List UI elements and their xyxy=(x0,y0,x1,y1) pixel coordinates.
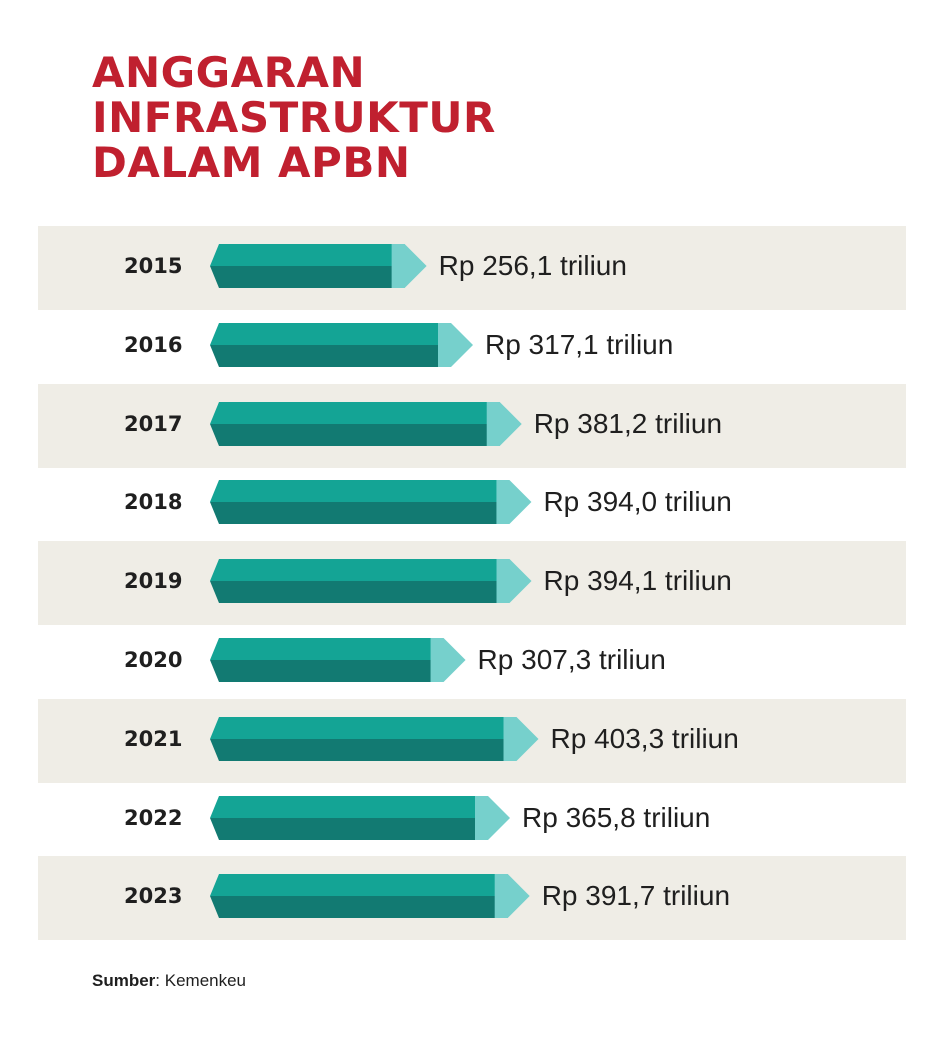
bar xyxy=(210,322,473,367)
bar-top-face xyxy=(210,322,451,345)
year-label: 2020 xyxy=(124,648,183,672)
bar xyxy=(210,716,539,761)
bar xyxy=(210,559,532,604)
bar-tip xyxy=(486,401,522,446)
bar-bottom-face xyxy=(210,502,510,525)
year-label: 2021 xyxy=(124,726,183,751)
bar-bottom-face xyxy=(210,738,517,761)
bar-top-face xyxy=(210,480,510,503)
year-label: 2023 xyxy=(124,884,183,909)
bar xyxy=(210,480,532,525)
bar-bottom-face xyxy=(210,266,405,288)
year-label: 2017 xyxy=(124,411,183,436)
value-label: Rp 391,7 triliun xyxy=(541,880,731,912)
bar-top-face xyxy=(210,638,444,660)
bar-top-face xyxy=(210,716,517,739)
bar xyxy=(210,401,522,446)
value-label: Rp 394,0 triliun xyxy=(543,486,732,518)
bar-bottom-face xyxy=(210,817,489,840)
bar-tip xyxy=(496,480,532,525)
title-line-2: INFRASTRUKTUR xyxy=(92,93,496,142)
bar-tip xyxy=(475,795,511,840)
bar-tip xyxy=(430,638,466,682)
bar-tip xyxy=(503,716,539,761)
bar-tip xyxy=(494,874,530,919)
value-label: Rp 403,3 triliun xyxy=(550,722,739,754)
value-label: Rp 365,8 triliun xyxy=(522,801,711,833)
bar xyxy=(210,244,427,288)
bar xyxy=(210,638,466,682)
source-note: Sumber: Kemenkeu xyxy=(92,971,246,991)
year-label: 2015 xyxy=(124,254,183,278)
bar-top-face xyxy=(210,559,510,582)
source-label: Sumber xyxy=(92,971,156,990)
bar xyxy=(210,795,511,840)
value-label: Rp 381,2 triliun xyxy=(533,407,723,439)
row-band xyxy=(38,226,906,310)
bar-top-face xyxy=(210,795,489,818)
bar-bottom-face xyxy=(210,344,451,367)
bar-tip xyxy=(496,559,532,604)
bar-tip xyxy=(437,322,473,367)
chart-title: ANGGARAN INFRASTRUKTUR DALAM APBN xyxy=(92,50,612,185)
title-line-1: ANGGARAN xyxy=(92,48,366,97)
value-label: Rp 394,1 triliun xyxy=(543,565,732,597)
bar-top-face xyxy=(210,244,405,266)
bar-bottom-face xyxy=(210,896,508,919)
value-label: Rp 256,1 triliun xyxy=(438,250,627,281)
bar-bottom-face xyxy=(210,660,444,682)
value-label: Rp 317,1 triliun xyxy=(484,328,674,360)
bar-top-face xyxy=(210,874,508,897)
source-text: : Kemenkeu xyxy=(155,971,247,990)
title-line-3: DALAM APBN xyxy=(92,138,411,187)
bar-top-face xyxy=(210,401,500,424)
year-label: 2022 xyxy=(124,805,183,830)
bar-tip xyxy=(391,244,427,288)
bar-bottom-face xyxy=(210,581,510,604)
year-label: 2018 xyxy=(124,490,183,515)
year-label: 2019 xyxy=(124,569,183,594)
bar-chart: 2015 Rp 256,1 triliun 2016 Rp 317,1 triliun… xyxy=(38,226,906,943)
year-label: 2016 xyxy=(124,332,183,357)
bar-bottom-face xyxy=(210,423,500,446)
value-label: Rp 307,3 triliun xyxy=(477,644,666,675)
bar xyxy=(210,874,530,919)
